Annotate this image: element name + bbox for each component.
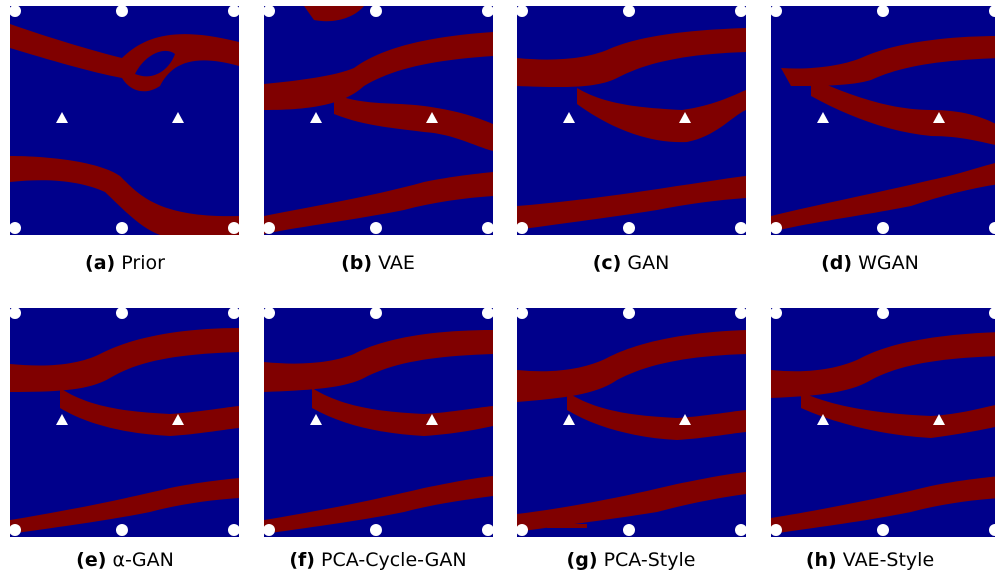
facies-map-a [10, 6, 239, 235]
caption-e-tag: (e) [76, 549, 107, 571]
panel-e-alpha-gan [10, 308, 239, 537]
caption-d: (d) WGAN [745, 252, 995, 274]
caption-g: (g) PCA-Style [506, 549, 756, 571]
caption-c-tag: (c) [592, 252, 622, 274]
facies-map-h [771, 308, 995, 537]
panel-b-vae [264, 6, 493, 235]
caption-h-tag: (h) [805, 549, 837, 571]
caption-c-label: GAN [627, 252, 670, 274]
facies-map-g [517, 308, 746, 537]
facies-map-f [264, 308, 493, 537]
caption-f: (f) PCA-Cycle-GAN [253, 549, 503, 571]
caption-h: (h) VAE-Style [745, 549, 995, 571]
panel-h-vae-style [771, 308, 995, 537]
caption-d-tag: (d) [821, 252, 853, 274]
caption-g-label: PCA-Style [603, 549, 696, 571]
facies-map-e [10, 308, 239, 537]
panel-a-prior [10, 6, 239, 235]
caption-a-label: Prior [121, 252, 165, 274]
caption-c: (c) GAN [506, 252, 756, 274]
caption-a: (a) Prior [0, 252, 250, 274]
facies-map-c [517, 6, 746, 235]
panel-f-pca-cycle-gan [264, 308, 493, 537]
caption-h-label: VAE-Style [842, 549, 935, 571]
caption-b-label: VAE [378, 252, 415, 274]
caption-f-tag: (f) [289, 549, 315, 571]
facies-map-d [771, 6, 995, 235]
caption-b: (b) VAE [253, 252, 503, 274]
caption-d-label: WGAN [858, 252, 919, 274]
caption-b-tag: (b) [341, 252, 373, 274]
caption-g-tag: (g) [566, 549, 598, 571]
caption-e: (e) α-GAN [0, 549, 250, 571]
facies-map-b [264, 6, 493, 235]
panel-g-pca-style [517, 308, 746, 537]
panel-d-wgan [771, 6, 995, 235]
caption-f-label: PCA-Cycle-GAN [321, 549, 467, 571]
caption-a-tag: (a) [85, 252, 116, 274]
caption-e-label: α-GAN [112, 549, 174, 571]
panel-c-gan [517, 6, 746, 235]
